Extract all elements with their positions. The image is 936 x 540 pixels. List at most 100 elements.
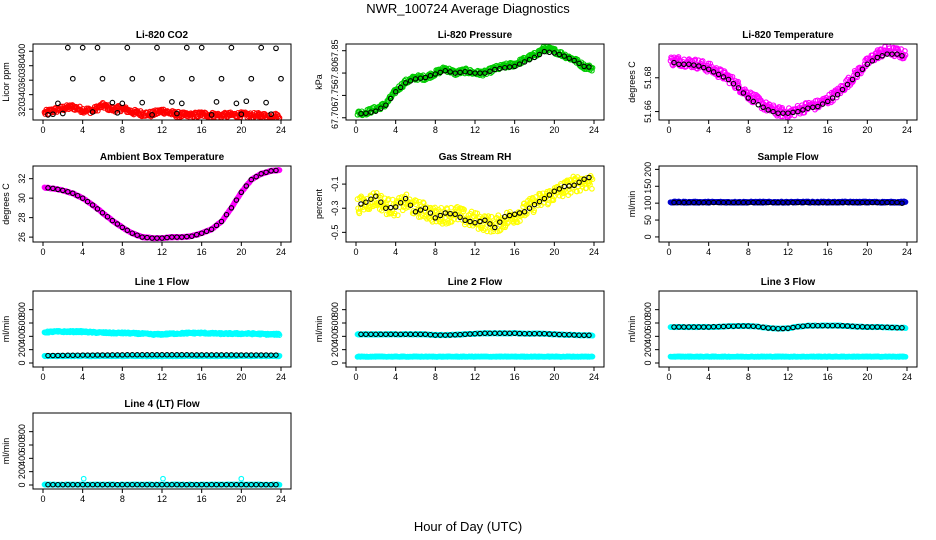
data-point xyxy=(179,352,185,358)
data-point xyxy=(511,211,518,218)
data-point xyxy=(795,108,801,115)
data-point xyxy=(516,61,523,67)
data-point xyxy=(154,352,160,358)
data-point xyxy=(526,330,533,337)
series-avg xyxy=(45,352,279,359)
data-point xyxy=(800,107,806,113)
data-point xyxy=(824,98,831,105)
x-tick-label: 8 xyxy=(433,372,438,382)
data-point xyxy=(729,73,736,80)
data-point xyxy=(84,198,91,205)
data-point xyxy=(64,44,71,51)
data-point xyxy=(520,203,526,210)
data-point xyxy=(760,104,766,111)
data-point xyxy=(432,207,439,214)
data-point xyxy=(874,54,881,61)
data-point xyxy=(502,64,508,71)
data-point xyxy=(676,199,682,206)
x-tick-label: 0 xyxy=(40,372,45,382)
data-point xyxy=(198,230,205,236)
data-point xyxy=(521,209,528,215)
data-point xyxy=(248,176,255,183)
data-point xyxy=(94,206,101,212)
data-point xyxy=(854,71,861,78)
y-tick-label: 150 xyxy=(643,179,653,194)
data-point xyxy=(696,63,702,69)
data-point xyxy=(671,59,677,66)
data-point xyxy=(263,169,269,176)
data-point xyxy=(417,75,424,81)
x-tick-label: 20 xyxy=(549,372,559,382)
y-tick-label: 0 xyxy=(330,360,340,365)
data-point xyxy=(159,75,165,82)
data-point xyxy=(119,100,126,107)
x-tick-label: 12 xyxy=(157,125,167,135)
x-tick-label: 24 xyxy=(589,125,599,135)
x-axis: 0 4 8 12 16 20 24 xyxy=(666,120,912,135)
data-point xyxy=(740,90,747,96)
x-tick-label: 12 xyxy=(470,372,480,382)
data-point xyxy=(506,212,513,219)
data-point xyxy=(263,99,269,106)
y-axis: -0.5-0.3-0.1 xyxy=(330,176,346,240)
y-axis-label: degrees C xyxy=(627,61,637,103)
data-point xyxy=(801,109,808,116)
x-tick-label: 16 xyxy=(197,125,207,135)
series-avg xyxy=(45,167,279,241)
data-point xyxy=(378,331,384,338)
data-point xyxy=(586,332,592,339)
data-point xyxy=(422,331,429,338)
data-point xyxy=(378,192,384,199)
data-point xyxy=(119,352,126,358)
data-point xyxy=(581,63,587,70)
data-point xyxy=(154,235,160,241)
data-point xyxy=(492,224,498,231)
data-point xyxy=(541,330,548,337)
x-tick-label: 12 xyxy=(470,125,480,135)
x-tick-label: 4 xyxy=(706,125,711,135)
data-point xyxy=(437,212,444,219)
data-point xyxy=(589,64,596,71)
data-point xyxy=(238,352,245,358)
data-point xyxy=(511,63,518,70)
data-point xyxy=(487,228,494,235)
data-point xyxy=(710,199,717,206)
y-tick-label: 200 xyxy=(330,342,340,357)
data-point xyxy=(899,53,905,59)
y-tick-label: 200 xyxy=(643,162,653,177)
data-point xyxy=(447,210,453,217)
data-point xyxy=(583,185,590,191)
data-point xyxy=(169,234,175,240)
data-point xyxy=(774,112,780,119)
y-tick-label: 67.70 xyxy=(330,106,340,129)
data-point xyxy=(541,195,548,202)
data-point xyxy=(561,183,568,190)
data-point xyxy=(233,197,240,203)
x-tick-label: 0 xyxy=(353,125,358,135)
data-point xyxy=(586,64,592,70)
x-tick-label: 20 xyxy=(236,125,246,135)
plot-area xyxy=(41,44,284,120)
data-point xyxy=(576,179,582,186)
plot-area xyxy=(354,44,596,119)
data-point xyxy=(457,214,463,221)
data-point xyxy=(686,61,692,68)
data-point xyxy=(795,199,801,206)
y-tick-label: 400 xyxy=(17,44,27,59)
data-point xyxy=(368,109,374,115)
data-point xyxy=(213,99,220,105)
data-point xyxy=(521,59,528,65)
data-point xyxy=(691,199,697,206)
y-tick-label: -0.1 xyxy=(330,176,340,192)
data-point xyxy=(228,205,235,211)
x-tick-label: 8 xyxy=(120,125,125,135)
data-point xyxy=(159,235,165,241)
data-point xyxy=(178,100,185,107)
data-point xyxy=(438,204,445,211)
data-point xyxy=(899,200,905,206)
data-point xyxy=(750,98,757,105)
data-point xyxy=(213,222,220,229)
x-tick-label: 4 xyxy=(393,372,398,382)
